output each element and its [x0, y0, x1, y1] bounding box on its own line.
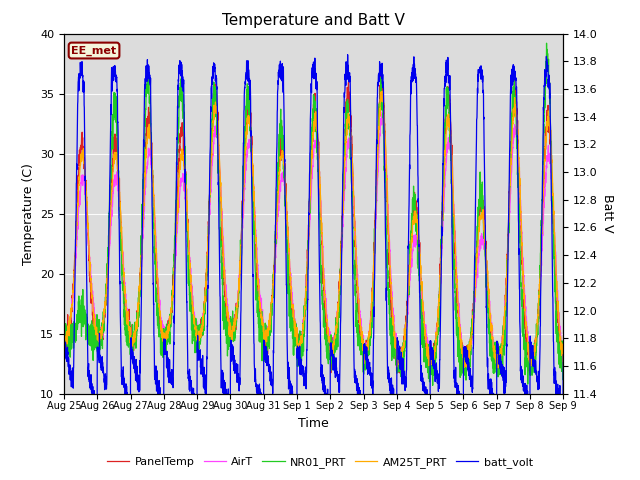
PanelTemp: [252, 242, 259, 248]
Line: AirT: AirT: [64, 112, 563, 367]
Line: NR01_PRT: NR01_PRT: [64, 43, 563, 385]
Title: Temperature and Batt V: Temperature and Batt V: [222, 13, 405, 28]
PanelTemp: [377, 73, 385, 79]
PanelTemp: [550, 239, 557, 245]
NR01_PRT: [559, 367, 567, 373]
AM25T_PRT: [378, 88, 386, 94]
AirT: [559, 359, 567, 364]
NR01_PRT: [117, 236, 125, 242]
PanelTemp: [60, 337, 68, 343]
AirT: [463, 364, 470, 370]
batt_volt: [496, 354, 504, 360]
PanelTemp: [559, 348, 567, 354]
AM25T_PRT: [252, 224, 259, 229]
Line: AM25T_PRT: AM25T_PRT: [64, 91, 563, 368]
batt_volt: [559, 352, 567, 358]
PanelTemp: [461, 371, 468, 377]
AM25T_PRT: [147, 140, 154, 145]
AirT: [550, 212, 557, 218]
NR01_PRT: [60, 328, 68, 334]
batt_volt: [127, 426, 134, 432]
AM25T_PRT: [550, 211, 557, 217]
AirT: [252, 227, 259, 233]
Y-axis label: Temperature (C): Temperature (C): [22, 163, 35, 264]
batt_volt: [117, 344, 125, 350]
PanelTemp: [147, 138, 154, 144]
PanelTemp: [117, 230, 125, 236]
NR01_PRT: [429, 383, 436, 388]
NR01_PRT: [273, 187, 281, 192]
AirT: [496, 348, 504, 354]
NR01_PRT: [496, 358, 504, 363]
Legend: PanelTemp, AirT, NR01_PRT, AM25T_PRT, batt_volt: PanelTemp, AirT, NR01_PRT, AM25T_PRT, ba…: [102, 452, 538, 472]
batt_volt: [60, 334, 68, 339]
batt_volt: [550, 355, 557, 361]
Y-axis label: Batt V: Batt V: [602, 194, 614, 233]
Text: EE_met: EE_met: [72, 46, 116, 56]
batt_volt: [252, 376, 259, 382]
AirT: [378, 109, 386, 115]
NR01_PRT: [147, 121, 154, 127]
AirT: [147, 152, 154, 157]
AM25T_PRT: [496, 357, 504, 362]
AM25T_PRT: [117, 216, 125, 222]
AM25T_PRT: [559, 365, 567, 371]
AirT: [60, 334, 68, 339]
batt_volt: [147, 99, 155, 105]
Line: PanelTemp: PanelTemp: [64, 76, 563, 374]
AM25T_PRT: [273, 213, 281, 218]
AirT: [117, 226, 125, 232]
X-axis label: Time: Time: [298, 417, 329, 430]
NR01_PRT: [252, 270, 259, 276]
NR01_PRT: [550, 229, 557, 235]
PanelTemp: [496, 362, 504, 368]
AM25T_PRT: [494, 365, 502, 371]
batt_volt: [344, 52, 351, 58]
batt_volt: [273, 109, 281, 115]
NR01_PRT: [543, 40, 550, 46]
Line: batt_volt: batt_volt: [64, 55, 563, 429]
PanelTemp: [273, 199, 281, 204]
AM25T_PRT: [60, 325, 68, 331]
AirT: [273, 228, 281, 234]
